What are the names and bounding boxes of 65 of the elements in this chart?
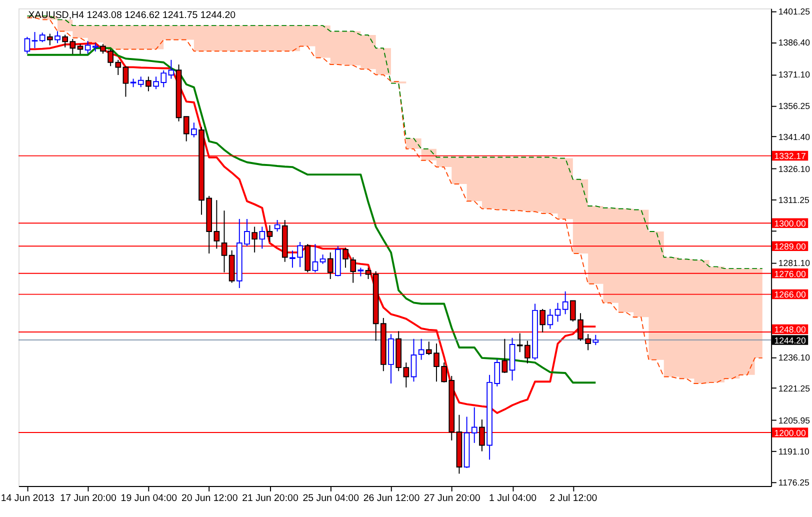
candlestick: [259, 226, 266, 250]
x-tick-label: 26 Jun 12:00: [363, 493, 420, 504]
x-tick-label: 14 Jun 2013: [0, 493, 54, 504]
y-tick-label: 1326.10: [778, 164, 810, 174]
y-tick-label: 1311.25: [778, 195, 810, 206]
candlestick: [252, 226, 258, 253]
candlestick: [146, 76, 152, 92]
candlestick: [39, 32, 46, 43]
candlestick: [122, 66, 129, 98]
candlestick: [221, 210, 228, 273]
candlestick: [562, 290, 568, 315]
y-tick-label: 1236.10: [778, 352, 810, 362]
candlestick: [471, 406, 478, 444]
ref-line-label: 1332.17: [774, 151, 806, 162]
candlestick: [547, 308, 554, 330]
candlestick: [540, 308, 546, 333]
candlestick: [350, 256, 356, 284]
y-tick-label: 1356.25: [778, 100, 810, 111]
ref-line-label: 1244.20: [774, 335, 806, 346]
candlestick: [138, 76, 144, 88]
candlestick: [24, 36, 30, 54]
candlestick: [418, 338, 424, 360]
ref-line-label: 1300.00: [774, 218, 806, 229]
candlestick: [191, 122, 197, 138]
ref-line-label: 1200.00: [774, 428, 806, 438]
x-tick-label: 2 Jul 12:00: [550, 493, 598, 504]
y-tick-label: 1386.40: [778, 38, 810, 48]
x-tick-label: 20 Jun 12:00: [181, 493, 238, 504]
candlestick: [54, 30, 60, 44]
x-tick-label: 19 Jun 04:00: [120, 493, 178, 504]
y-tick-label: 1205.95: [778, 415, 810, 426]
y-tick-label: 1191.10: [778, 446, 810, 456]
candlestick: [365, 267, 372, 280]
candlestick: [327, 252, 334, 280]
x-tick-label: 25 Jun 04:00: [302, 493, 360, 504]
candlestick: [320, 254, 326, 264]
y-tick-label: 1401.25: [778, 6, 810, 17]
y-tick-label: 1221.25: [778, 383, 810, 394]
ref-line-label: 1266.00: [774, 290, 806, 300]
candlestick: [592, 334, 599, 346]
candlestick: [554, 302, 561, 322]
candlestick: [312, 244, 318, 273]
ref-line-label: 1276.00: [774, 268, 806, 279]
candlestick: [84, 40, 91, 54]
x-tick-label: 1 Jul 04:00: [488, 493, 538, 504]
candlestick: [274, 220, 280, 232]
candlestick: [342, 247, 348, 268]
candlestick: [266, 224, 273, 242]
candlestick: [32, 32, 38, 49]
chart-title: XAUUSD,H4 1243.08 1246.62 1241.75 1244.20: [28, 10, 236, 22]
y-tick-label: 1176.25: [778, 478, 810, 488]
ref-line-label: 1289.00: [774, 242, 806, 252]
candlestick: [46, 33, 53, 46]
candlestick: [479, 418, 485, 452]
y-tick-label: 1371.10: [778, 70, 810, 80]
x-tick-label: 17 Jun 20:00: [60, 493, 118, 504]
y-tick-label: 1281.10: [778, 258, 810, 268]
y-tick-label: 1341.40: [778, 132, 810, 142]
candlestick: [168, 59, 174, 80]
candlestick: [410, 338, 417, 382]
ref-line-label: 1248.00: [774, 324, 806, 335]
candlestick: [502, 338, 508, 374]
x-tick-label: 27 Jun 20:00: [424, 493, 481, 504]
candlestick: [183, 116, 190, 142]
x-tick-label: 21 Jun 20:00: [242, 493, 299, 504]
